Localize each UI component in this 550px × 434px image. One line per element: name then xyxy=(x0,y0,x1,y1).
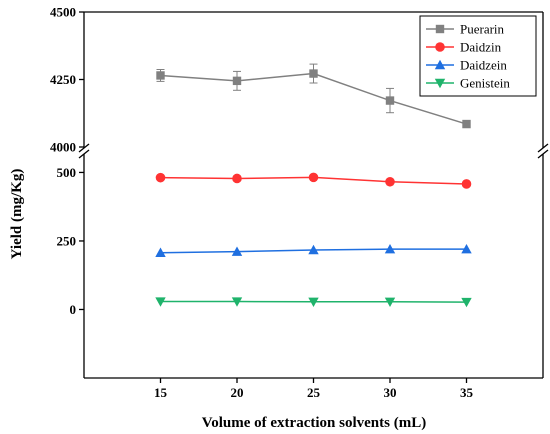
series-genistein xyxy=(155,297,472,308)
x-tick-label: 35 xyxy=(460,385,474,400)
y-tick-label-lower: 250 xyxy=(57,233,77,248)
data-point xyxy=(461,179,472,189)
axis-break-mark xyxy=(537,143,549,153)
data-point xyxy=(385,96,395,105)
legend-marker xyxy=(435,42,445,52)
data-point xyxy=(155,172,166,183)
data-point xyxy=(461,243,472,254)
x-tick-label: 20 xyxy=(231,385,244,400)
x-tick-label: 30 xyxy=(384,385,397,400)
y-axis-title: Yield (mg/Kg) xyxy=(9,169,25,260)
data-point xyxy=(461,297,472,308)
legend-entry-daidzein: Daidzein xyxy=(426,58,507,73)
series-group xyxy=(155,63,472,308)
data-point xyxy=(308,244,319,255)
data-point xyxy=(462,119,471,129)
data-point xyxy=(384,243,396,254)
y-tick-label-upper: 4250 xyxy=(50,72,76,87)
y-tick-label-lower: 0 xyxy=(70,302,77,317)
x-tick-label: 25 xyxy=(307,385,321,400)
legend-label: Daidzein xyxy=(460,58,507,73)
axis-break-mark xyxy=(78,149,90,159)
x-tick-label: 15 xyxy=(154,385,168,400)
legend-label: Daidzin xyxy=(460,40,502,55)
legend-label: Puerarin xyxy=(460,22,505,37)
y-tick-label-lower: 500 xyxy=(57,165,77,180)
data-point xyxy=(155,247,166,257)
y-tick-label-upper: 4000 xyxy=(50,140,76,155)
data-point xyxy=(232,76,242,86)
data-point xyxy=(156,71,165,80)
data-point xyxy=(232,173,242,184)
axis-break-mark xyxy=(78,143,90,153)
data-point xyxy=(384,297,396,308)
series-puerarin xyxy=(156,63,471,129)
x-axis-title: Volume of extraction solvents (mL) xyxy=(202,415,426,431)
series-daidzin xyxy=(155,172,472,189)
axes: 15 20 25 30 35 4000 4250 4500 0 250 500 xyxy=(50,5,549,400)
y-tick-label-upper: 4500 xyxy=(50,5,76,20)
data-point xyxy=(309,69,318,78)
axis-break-mark xyxy=(537,149,549,159)
data-point xyxy=(308,172,319,183)
legend-marker xyxy=(435,24,445,34)
legend-entry-genistein: Genistein xyxy=(426,76,510,91)
data-point xyxy=(308,297,319,308)
series-daidzein xyxy=(155,243,472,257)
legend-entry-daidzin: Daidzin xyxy=(426,40,502,55)
legend-marker xyxy=(434,78,446,89)
data-point xyxy=(231,246,243,256)
legend-marker xyxy=(434,59,446,70)
data-point xyxy=(155,297,166,307)
data-point xyxy=(231,297,243,307)
legend-label: Genistein xyxy=(460,76,510,91)
data-point xyxy=(385,176,395,187)
legend-entry-puerarin: Puerarin xyxy=(426,22,505,37)
legend: Puerarin Daidzin Daidzein Genistein xyxy=(419,15,537,97)
